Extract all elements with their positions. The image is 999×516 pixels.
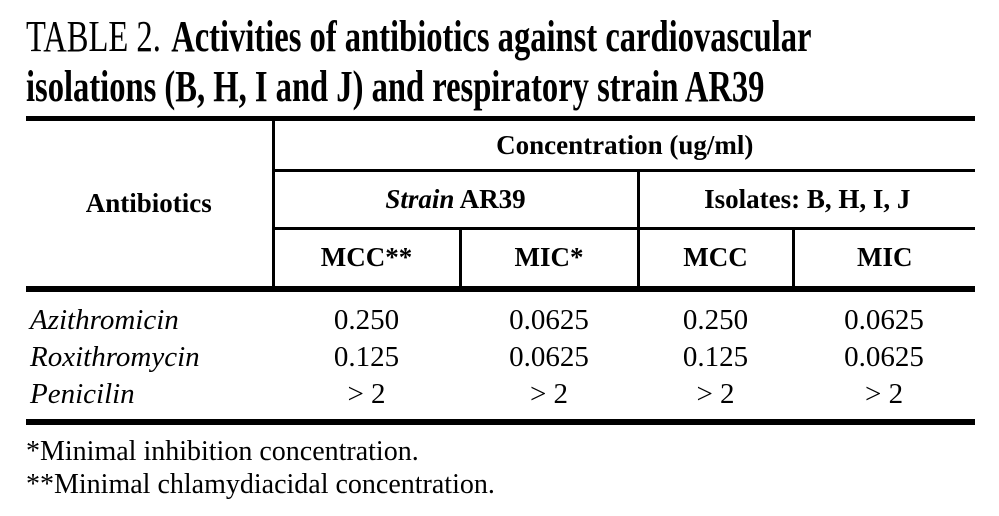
value-cell: 0.0625 <box>509 340 589 373</box>
value-cell: > 2 <box>529 377 569 410</box>
value-cell: 0.0625 <box>509 303 589 336</box>
value-cell: 0.250 <box>682 303 749 336</box>
header-mcc-strain: MCC** <box>273 228 462 289</box>
table-body: Azithromicin 0.250 0.0625 0.250 0.0625 R… <box>26 289 975 422</box>
header-row-concentration: Antibiotics Concentration (ug/ml) <box>26 118 976 289</box>
table-row-penicilin: Penicilin > 2 > 2 > 2 > 2 <box>26 376 975 422</box>
antibiotic-name: Penicilin <box>30 377 135 410</box>
strain-name: AR39 <box>459 184 526 214</box>
value-cell: 0.250 <box>333 303 400 336</box>
header-isolates: Isolates: B, H, I, J <box>638 170 976 230</box>
value-cell: 0.125 <box>333 340 400 373</box>
table-number-label: TABLE 2. <box>26 12 161 61</box>
table-title: TABLE 2. Activities of antibiotics agains… <box>26 12 999 112</box>
paper-table-page: TABLE 2. Activities of antibiotics agains… <box>26 12 999 501</box>
title-text-line2: isolations (B, H, I and J) and respirato… <box>26 62 765 111</box>
antibiotic-activity-table: Antibiotics Concentration (ug/ml) Strain… <box>26 116 976 425</box>
header-mcc-isolates: MCC <box>638 228 795 289</box>
title-text-line1: Activities of antibiotics against cardio… <box>171 12 812 61</box>
value-cell: > 2 <box>864 377 904 410</box>
value-cell: 0.125 <box>682 340 749 373</box>
table-row-roxithromycin: Roxithromycin 0.125 0.0625 0.125 0.0625 <box>26 339 975 376</box>
value-cell: 0.0625 <box>844 340 924 373</box>
header-row-groups: Strain AR39 Isolates: B, H, I, J <box>26 170 976 230</box>
header-concentration: Concentration (ug/ml) <box>273 118 976 172</box>
footnotes: *Minimal inhibition concentration. **Min… <box>26 435 999 501</box>
header-antibiotics: Antibiotics <box>26 118 275 289</box>
title-line-2: isolations (B, H, I and J) and respirato… <box>26 62 999 112</box>
table-row-azithromicin: Azithromicin 0.250 0.0625 0.250 0.0625 <box>26 289 975 339</box>
footnote-mic: *Minimal inhibition concentration. <box>26 435 419 467</box>
table-header: Antibiotics Concentration (ug/ml) Strain… <box>26 118 976 289</box>
header-strain-ar39: Strain AR39 <box>273 170 640 230</box>
header-mic-isolates: MIC <box>857 242 913 273</box>
value-cell: > 2 <box>347 377 386 410</box>
title-line-1: TABLE 2. Activities of antibiotics agains… <box>26 12 999 62</box>
antibiotic-name: Azithromicin <box>30 303 179 336</box>
value-cell: > 2 <box>696 377 735 410</box>
header-row-measures: MCC** MIC* MCC MIC <box>26 228 975 289</box>
value-cell: 0.0625 <box>844 303 924 336</box>
footnote-mcc: **Minimal chlamydiacidal concentration. <box>26 468 495 500</box>
header-mic-strain: MIC* <box>460 228 640 289</box>
strain-word-italic: Strain <box>385 184 455 214</box>
antibiotic-name: Roxithromycin <box>30 340 200 373</box>
